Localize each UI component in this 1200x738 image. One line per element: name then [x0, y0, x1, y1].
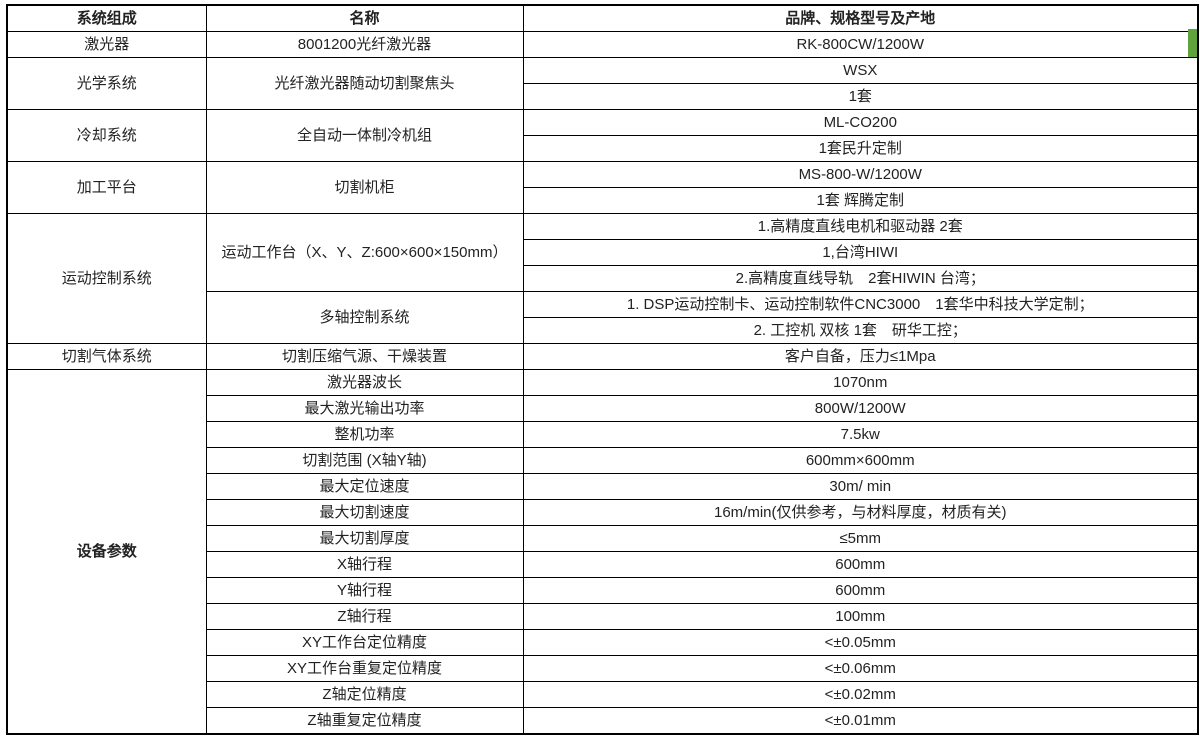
name-cell: Z轴重复定位精度	[205, 707, 524, 735]
name-cell: 全自动一体制冷机组	[205, 109, 524, 162]
table-row: 切割气体系统 切割压缩气源、干燥装置 客户自备，压力≤1Mpa	[6, 343, 1199, 370]
spec-cell: <±0.06mm	[522, 655, 1199, 682]
name-cell: Y轴行程	[205, 577, 524, 604]
spec-cell: 30m/ min	[522, 473, 1199, 500]
spec-cell: <±0.01mm	[522, 707, 1199, 735]
name-cell: 最大定位速度	[205, 473, 524, 500]
spec-cell: 1套 辉腾定制	[522, 187, 1199, 214]
table-row: X轴行程 600mm	[7, 551, 1199, 578]
table-row: 冷却系统 全自动一体制冷机组 ML-CO200	[6, 109, 1199, 162]
selection-handle[interactable]	[1188, 29, 1197, 57]
system-cell: 切割气体系统	[6, 343, 207, 370]
spec-cell: 1070nm	[522, 369, 1199, 396]
table-row: 最大切割厚度 ≤5mm	[7, 525, 1199, 552]
system-cell: 加工平台	[6, 161, 207, 214]
table-row: 2.高精度直线导轨 2套HIWIN 台湾；	[7, 265, 1199, 292]
spec-cell: 客户自备，压力≤1Mpa	[522, 343, 1199, 370]
name-cell: 最大激光输出功率	[205, 395, 524, 422]
name-cell: Z轴行程	[205, 603, 524, 630]
spec-cell: 100mm	[522, 603, 1199, 630]
name-cell: X轴行程	[205, 551, 524, 578]
system-cell: 运动控制系统	[6, 213, 207, 344]
table-row: 激光器 8001200光纤激光器 RK-800CW/1200W	[6, 31, 1199, 58]
spec-cell: 1,台湾HIWI	[522, 239, 1199, 266]
table-row: 加工平台 切割机柜 MS-800-W/1200W	[6, 161, 1199, 214]
system-cell: 设备参数	[6, 369, 207, 735]
table-row: Y轴行程 600mm	[7, 577, 1199, 604]
spec-cell: 1套	[522, 83, 1199, 110]
table-row: XY工作台重复定位精度 <±0.06mm	[7, 655, 1199, 682]
name-cell: 激光器波长	[205, 369, 524, 396]
spec-cell: 1套民升定制	[522, 135, 1199, 162]
name-cell: 最大切割厚度	[205, 525, 524, 552]
spec-cell: 800W/1200W	[522, 395, 1199, 422]
spec-cell: 16m/min(仅供参考，与材料厚度，材质有关)	[522, 499, 1199, 526]
system-cell: 冷却系统	[6, 109, 207, 162]
name-cell: Z轴定位精度	[205, 681, 524, 708]
spec-cell: 600mm×600mm	[522, 447, 1199, 474]
spec-cell: 600mm	[522, 551, 1199, 578]
table-row: 光学系统 光纤激光器随动切割聚焦头 WSX	[6, 57, 1199, 110]
table-row: Z轴定位精度 <±0.02mm	[7, 681, 1199, 708]
name-cell: 多轴控制系统	[205, 291, 524, 344]
column-header: 名称	[205, 4, 524, 32]
table-row: 1套	[7, 83, 1199, 110]
spec-cell: 2.高精度直线导轨 2套HIWIN 台湾；	[522, 265, 1199, 292]
table-row: 多轴控制系统 1. DSP运动控制卡、运动控制软件CNC3000 1套华中科技大学…	[7, 291, 1199, 344]
column-header: 品牌、规格型号及产地	[522, 4, 1199, 32]
spec-cell: 2. 工控机 双核 1套 研华工控；	[522, 317, 1199, 344]
spec-cell: ≤5mm	[522, 525, 1199, 552]
name-cell: 切割范围 (X轴Y轴)	[205, 447, 524, 474]
name-cell: XY工作台定位精度	[205, 629, 524, 656]
table-row: Z轴行程 100mm	[7, 603, 1199, 630]
system-cell: 光学系统	[6, 57, 207, 110]
spec-cell: 1.高精度直线电机和驱动器 2套	[522, 213, 1199, 240]
spec-cell: 7.5kw	[522, 421, 1199, 448]
name-cell: 最大切割速度	[205, 499, 524, 526]
column-header: 系统组成	[6, 4, 207, 32]
table-row: 1,台湾HIWI	[7, 239, 1199, 266]
spec-cell: <±0.02mm	[522, 681, 1199, 708]
spec-cell: WSX	[522, 57, 1199, 84]
table-row: 最大定位速度 30m/ min	[7, 473, 1199, 500]
name-cell: XY工作台重复定位精度	[205, 655, 524, 682]
spec-cell: ML-CO200	[522, 109, 1199, 136]
spec-cell: MS-800-W/1200W	[522, 161, 1199, 188]
spec-cell: <±0.05mm	[522, 629, 1199, 656]
name-cell: 切割机柜	[205, 161, 524, 214]
header-row: 系统组成 名称 品牌、规格型号及产地	[6, 4, 1199, 32]
system-cell: 激光器	[6, 31, 207, 58]
table-row: 运动控制系统 运动工作台（X、Y、Z:600×600×150mm） 1.高精度直线电…	[6, 213, 1199, 344]
spec-cell: 1. DSP运动控制卡、运动控制软件CNC3000 1套华中科技大学定制；	[522, 291, 1199, 318]
name-cell: 运动工作台（X、Y、Z:600×600×150mm）	[205, 213, 524, 292]
table-row: 切割范围 (X轴Y轴) 600mm×600mm	[7, 447, 1199, 474]
name-cell: 切割压缩气源、干燥装置	[205, 343, 524, 370]
table-row: 2. 工控机 双核 1套 研华工控；	[7, 317, 1199, 344]
table-row: 设备参数 激光器波长 1070nm	[6, 369, 1199, 735]
table-row: 最大激光输出功率 800W/1200W	[7, 395, 1199, 422]
equipment-spec-table: 系统组成 名称 品牌、规格型号及产地 激光器 8001200光纤激光器 RK-800CW…	[6, 4, 1199, 735]
spec-cell: 600mm	[522, 577, 1199, 604]
table-row: Z轴重复定位精度 <±0.01mm	[7, 707, 1199, 735]
name-cell: 整机功率	[205, 421, 524, 448]
spec-cell: RK-800CW/1200W	[522, 31, 1199, 58]
table-body: 激光器 8001200光纤激光器 RK-800CW/1200W 光学系统 光纤激光器随动…	[6, 31, 1199, 735]
name-cell: 光纤激光器随动切割聚焦头	[205, 57, 524, 110]
name-cell: 8001200光纤激光器	[205, 31, 524, 58]
